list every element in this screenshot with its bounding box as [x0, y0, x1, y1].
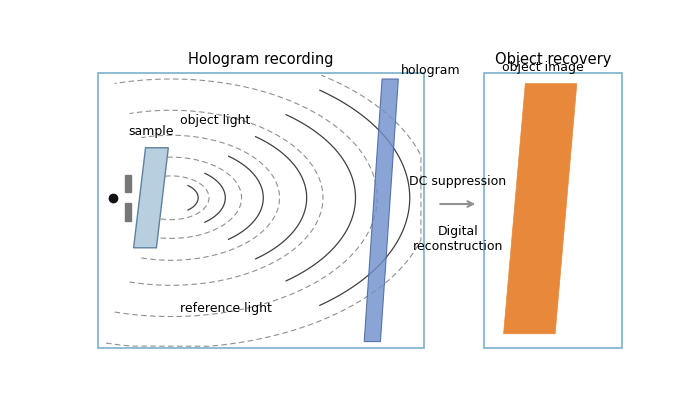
Text: Digital
reconstruction: Digital reconstruction — [412, 225, 503, 253]
Text: object image: object image — [501, 61, 583, 74]
Text: hologram: hologram — [401, 64, 461, 77]
Bar — [125, 204, 131, 221]
Polygon shape — [134, 148, 168, 248]
Polygon shape — [503, 85, 577, 334]
Text: reference light: reference light — [180, 301, 272, 314]
Polygon shape — [364, 80, 398, 342]
FancyBboxPatch shape — [98, 74, 424, 348]
Bar — [125, 175, 131, 193]
Text: DC suppression: DC suppression — [410, 175, 506, 188]
Text: sample: sample — [128, 124, 174, 137]
FancyBboxPatch shape — [484, 74, 622, 348]
Text: object light: object light — [180, 114, 250, 127]
Text: Object recovery: Object recovery — [494, 52, 611, 67]
Text: Hologram recording: Hologram recording — [188, 52, 334, 67]
